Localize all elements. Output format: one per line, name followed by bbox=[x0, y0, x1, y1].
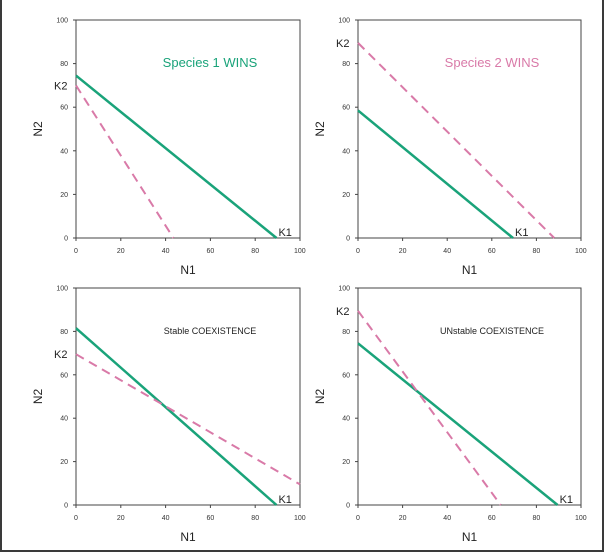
x-axis-label: N1 bbox=[462, 263, 478, 277]
isocline-species-2 bbox=[75, 353, 301, 486]
isocline-species-1 bbox=[75, 74, 278, 239]
x-axis-label: N1 bbox=[180, 530, 196, 544]
k2-label: K2 bbox=[336, 38, 349, 50]
y-tick-label: 0 bbox=[64, 503, 68, 510]
x-tick-label: 60 bbox=[207, 515, 215, 522]
y-tick-label: 60 bbox=[60, 105, 68, 112]
y-tick-label: 40 bbox=[342, 416, 350, 423]
isocline-species-2 bbox=[75, 84, 175, 239]
isocline-species-2 bbox=[357, 42, 555, 239]
x-tick-label: 0 bbox=[356, 248, 360, 255]
y-tick-label: 100 bbox=[338, 18, 350, 25]
y-tick-label: 60 bbox=[342, 372, 350, 379]
x-tick-label: 80 bbox=[251, 248, 259, 255]
y-tick-label: 0 bbox=[64, 236, 68, 243]
x-tick-label: 40 bbox=[443, 248, 451, 255]
x-tick-label: 20 bbox=[399, 248, 407, 255]
y-tick-label: 40 bbox=[60, 148, 68, 155]
y-tick-label: 20 bbox=[342, 192, 350, 199]
y-tick-label: 0 bbox=[346, 503, 350, 510]
plot-area bbox=[357, 19, 582, 239]
x-tick-label: 60 bbox=[488, 248, 496, 255]
panel-annotation: Stable COEXISTENCE bbox=[164, 326, 257, 336]
k1-label: K1 bbox=[560, 494, 573, 506]
y-axis-label: N2 bbox=[313, 121, 327, 137]
x-tick-label: 0 bbox=[74, 248, 78, 255]
y-tick-label: 20 bbox=[60, 192, 68, 199]
x-tick-label: 20 bbox=[399, 515, 407, 522]
plot-area bbox=[75, 19, 301, 239]
x-tick-label: 100 bbox=[294, 248, 306, 255]
chart-panel-2: 0 20 40 60 80 100 0 20 40 60 80 100 N1 N2 Species 2 WI… bbox=[313, 18, 587, 278]
x-axis-label: N1 bbox=[462, 530, 478, 544]
chart-panel-3: 0 20 40 60 80 100 0 20 40 60 80 100 N1 N2 Stable COEXI… bbox=[31, 286, 306, 545]
k2-label: K2 bbox=[54, 80, 67, 92]
x-tick-label: 0 bbox=[74, 515, 78, 522]
isocline-species-2 bbox=[357, 310, 502, 506]
k2-label: K2 bbox=[54, 349, 67, 361]
k2-label: K2 bbox=[336, 306, 349, 318]
y-tick-label: 40 bbox=[60, 416, 68, 423]
k1-label: K1 bbox=[278, 227, 291, 239]
plot-area bbox=[357, 287, 582, 506]
x-tick-label: 100 bbox=[575, 248, 587, 255]
y-tick-label: 100 bbox=[56, 286, 68, 293]
y-tick-label: 20 bbox=[60, 459, 68, 466]
x-tick-label: 40 bbox=[162, 248, 170, 255]
panel-annotation: Species 2 WINS bbox=[445, 55, 540, 70]
isocline-species-1 bbox=[357, 109, 514, 239]
x-tick-label: 100 bbox=[575, 515, 587, 522]
x-tick-label: 80 bbox=[533, 515, 541, 522]
y-tick-label: 0 bbox=[346, 236, 350, 243]
y-tick-label: 80 bbox=[342, 61, 350, 68]
y-tick-label: 20 bbox=[342, 459, 350, 466]
x-tick-label: 60 bbox=[488, 515, 496, 522]
x-tick-label: 20 bbox=[117, 248, 125, 255]
y-tick-label: 80 bbox=[60, 61, 68, 68]
x-tick-label: 40 bbox=[443, 515, 451, 522]
panel-annotation: UNstable COEXISTENCE bbox=[440, 326, 544, 336]
k1-label: K1 bbox=[515, 227, 528, 239]
x-tick-label: 100 bbox=[294, 515, 306, 522]
isocline-species-1 bbox=[357, 342, 559, 506]
y-tick-label: 80 bbox=[60, 329, 68, 336]
chart-panel-4: 0 20 40 60 80 100 0 20 40 60 80 100 N1 N2 UNstable COE… bbox=[313, 286, 587, 545]
x-tick-label: 0 bbox=[356, 515, 360, 522]
y-axis-label: N2 bbox=[313, 389, 327, 405]
x-axis-label: N1 bbox=[180, 263, 196, 277]
y-tick-label: 40 bbox=[342, 148, 350, 155]
x-tick-label: 20 bbox=[117, 515, 125, 522]
y-tick-label: 100 bbox=[56, 18, 68, 25]
y-tick-label: 60 bbox=[60, 372, 68, 379]
x-tick-label: 80 bbox=[251, 515, 259, 522]
y-axis-label: N2 bbox=[31, 121, 45, 137]
k1-label: K1 bbox=[278, 494, 291, 506]
x-tick-label: 80 bbox=[533, 248, 541, 255]
x-tick-label: 40 bbox=[162, 515, 170, 522]
x-tick-label: 60 bbox=[207, 248, 215, 255]
plot-area bbox=[75, 287, 301, 506]
panel-annotation: Species 1 WINS bbox=[163, 55, 258, 70]
chart-panel-1: 0 20 40 60 80 100 0 20 40 60 80 100 N1 N2 Species 1 WI… bbox=[31, 18, 306, 278]
y-tick-label: 60 bbox=[342, 105, 350, 112]
y-axis-label: N2 bbox=[31, 389, 45, 405]
isocline-species-1 bbox=[75, 327, 278, 506]
y-tick-label: 80 bbox=[342, 329, 350, 336]
y-tick-label: 100 bbox=[338, 286, 350, 293]
